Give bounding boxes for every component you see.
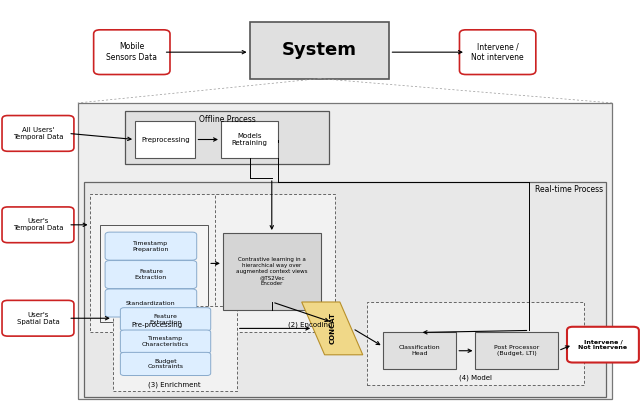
Bar (223, 233, 321, 310)
Text: All Users'
Temporal Data: All Users' Temporal Data (13, 127, 63, 140)
Text: Contrastive learning in a
hierarchical way over
augmented context views
@TS2Vec
: Contrastive learning in a hierarchical w… (236, 257, 308, 285)
Text: Real-time Process: Real-time Process (534, 185, 603, 194)
Text: (2) Encoding: (2) Encoding (288, 322, 332, 328)
Text: Offline Process: Offline Process (199, 115, 255, 124)
Bar (221, 121, 278, 158)
Text: Feature
Extraction: Feature Extraction (149, 314, 182, 325)
Bar (383, 333, 456, 369)
FancyBboxPatch shape (120, 330, 211, 353)
Text: Feature
Extraction: Feature Extraction (135, 269, 167, 280)
FancyBboxPatch shape (2, 115, 74, 151)
Text: Preprocessing: Preprocessing (141, 137, 189, 142)
Bar (135, 121, 195, 158)
Text: Classification
Head: Classification Head (399, 345, 440, 356)
Bar (476, 333, 558, 369)
FancyBboxPatch shape (93, 30, 170, 74)
Text: System: System (282, 41, 357, 59)
Polygon shape (301, 302, 363, 355)
Bar (214, 194, 335, 333)
FancyBboxPatch shape (105, 232, 196, 260)
Text: (3) Enrichment: (3) Enrichment (148, 382, 201, 388)
Bar (84, 182, 606, 398)
Bar (77, 103, 612, 400)
Bar (250, 22, 390, 79)
Text: Post Processor
(Budget, LTI): Post Processor (Budget, LTI) (494, 345, 540, 356)
Text: Timestamp
Preparation: Timestamp Preparation (132, 241, 169, 252)
FancyBboxPatch shape (105, 289, 196, 317)
FancyBboxPatch shape (2, 300, 74, 336)
FancyBboxPatch shape (2, 207, 74, 243)
FancyBboxPatch shape (120, 308, 211, 331)
FancyBboxPatch shape (105, 261, 196, 289)
Text: Intervene /
Not Intervene: Intervene / Not Intervene (579, 339, 627, 350)
Text: Budget
Constraints: Budget Constraints (148, 359, 184, 369)
Text: Timestamp
Characteristics: Timestamp Characteristics (142, 336, 189, 347)
FancyBboxPatch shape (567, 327, 639, 362)
FancyBboxPatch shape (120, 353, 211, 375)
FancyBboxPatch shape (460, 30, 536, 74)
Bar (367, 302, 584, 385)
Text: Standardization: Standardization (126, 301, 176, 306)
Text: CONCAT: CONCAT (329, 312, 335, 344)
Text: Pre-processing: Pre-processing (132, 322, 183, 328)
Text: User's
Temporal Data: User's Temporal Data (13, 218, 63, 231)
Bar (90, 194, 224, 333)
Bar (125, 111, 329, 164)
Text: User's
Spatial Data: User's Spatial Data (17, 312, 60, 325)
Text: Mobile
Sensors Data: Mobile Sensors Data (106, 43, 157, 62)
Text: Models
Retraining: Models Retraining (232, 133, 268, 146)
Text: (4) Model: (4) Model (459, 375, 492, 381)
Bar (100, 225, 208, 322)
Text: Intervene /
Not intervene: Intervene / Not intervene (471, 43, 524, 62)
Bar (113, 306, 237, 391)
